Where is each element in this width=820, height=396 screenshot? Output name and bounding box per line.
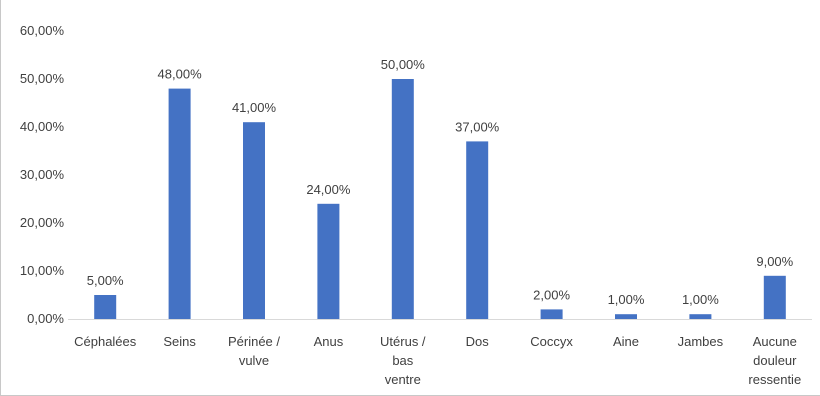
bar: [763, 275, 786, 319]
y-tick-label: 40,00%: [20, 119, 65, 134]
bar: [689, 314, 712, 319]
bar: [317, 203, 340, 319]
category-label: vulve: [239, 353, 269, 368]
bar: [540, 309, 563, 319]
category-label: Dos: [466, 334, 490, 349]
data-label: 5,00%: [87, 273, 124, 288]
bar: [243, 122, 265, 319]
data-label: 37,00%: [455, 119, 500, 134]
category-label: Céphalées: [74, 334, 137, 349]
bar: [94, 295, 117, 319]
category-label: bas: [392, 353, 413, 368]
y-tick-label: 0,00%: [27, 311, 64, 326]
bar: [391, 79, 414, 319]
bar: [615, 314, 637, 319]
bar: [168, 88, 191, 319]
category-label: Périnée /: [228, 334, 280, 349]
category-label: Jambes: [678, 334, 724, 349]
category-label: Seins: [163, 334, 196, 349]
category-label: Utérus /: [380, 334, 426, 349]
category-label: ressentie: [748, 372, 801, 387]
frame-left-border: [0, 0, 1, 396]
y-tick-label: 60,00%: [20, 23, 65, 38]
category-label: Aine: [613, 334, 639, 349]
data-label: 48,00%: [158, 67, 203, 82]
y-tick-label: 20,00%: [20, 215, 65, 230]
y-tick-label: 50,00%: [20, 71, 65, 86]
bar: [466, 141, 489, 319]
data-label: 50,00%: [381, 57, 426, 72]
data-label: 41,00%: [232, 100, 277, 115]
y-tick-label: 30,00%: [20, 167, 65, 182]
data-label: 2,00%: [533, 287, 570, 302]
category-label: Anus: [314, 334, 344, 349]
category-label: douleur: [753, 353, 797, 368]
data-label: 1,00%: [682, 292, 719, 307]
data-label: 24,00%: [306, 182, 351, 197]
y-tick-label: 10,00%: [20, 263, 65, 278]
category-label: ventre: [385, 372, 421, 387]
data-label: 9,00%: [756, 254, 793, 269]
category-label: Aucune: [753, 334, 797, 349]
data-label: 1,00%: [608, 292, 645, 307]
category-label: Coccyx: [530, 334, 573, 349]
